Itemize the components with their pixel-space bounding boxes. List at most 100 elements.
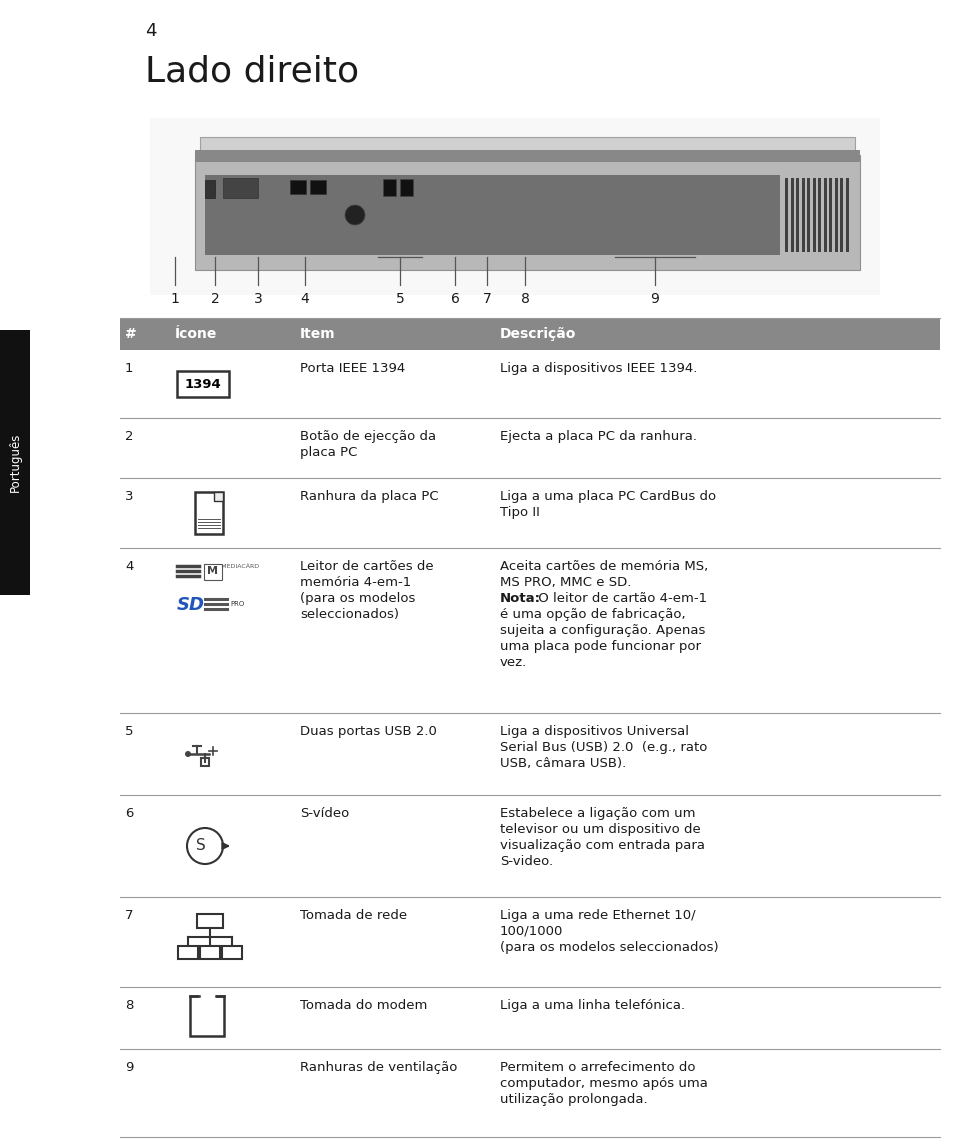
Text: 4: 4 [300,291,309,306]
Bar [807,178,810,251]
Bar [205,179,215,198]
Text: vez.: vez. [500,656,527,669]
Text: 8: 8 [520,291,529,306]
Bar [120,318,940,350]
Text: Liga a dispositivos IEEE 1394.: Liga a dispositivos IEEE 1394. [500,362,697,375]
Text: 5: 5 [125,725,133,738]
Text: Permitem o arrefecimento do: Permitem o arrefecimento do [500,1061,695,1074]
Text: Item: Item [300,327,336,341]
Text: 7: 7 [125,909,133,922]
Text: #: # [125,327,136,341]
Bar [195,150,860,162]
Bar [214,491,223,501]
Text: televisor ou um dispositivo de: televisor ou um dispositivo de [500,823,701,836]
Circle shape [187,828,223,864]
Bar [195,491,223,534]
Bar [178,946,198,959]
Bar [205,175,780,255]
Text: memória 4-em-1: memória 4-em-1 [300,576,411,589]
Bar [290,179,306,194]
Text: Estabelece a ligação com um: Estabelece a ligação com um [500,807,695,820]
Bar [796,178,799,251]
Text: Botão de ejecção da: Botão de ejecção da [300,430,436,443]
Text: MS PRO, MMC e SD.: MS PRO, MMC e SD. [500,576,632,589]
Text: 4: 4 [145,22,156,40]
Text: 7: 7 [483,291,492,306]
Bar [195,155,860,270]
Text: (para os modelos: (para os modelos [300,592,416,605]
Bar [818,178,821,251]
Text: seleccionados): seleccionados) [300,608,399,621]
Text: 6: 6 [450,291,460,306]
Text: Liga a uma placa PC CardBus do: Liga a uma placa PC CardBus do [500,490,716,503]
Bar [790,178,794,251]
Text: Tomada do modem: Tomada do modem [300,999,427,1012]
Bar [383,179,396,195]
Bar [824,178,827,251]
Bar [846,178,849,251]
Text: uma placa pode funcionar por: uma placa pode funcionar por [500,640,701,653]
Text: Duas portas USB 2.0: Duas portas USB 2.0 [300,725,437,738]
Bar [829,178,832,251]
Text: (para os modelos seleccionados): (para os modelos seleccionados) [500,941,719,954]
Text: M: M [207,566,219,576]
Text: 100/1000: 100/1000 [500,925,564,938]
Text: 1: 1 [125,362,133,375]
Text: 9: 9 [651,291,660,306]
Text: Ranhura da placa PC: Ranhura da placa PC [300,490,439,503]
Bar [222,946,242,959]
Text: Nota:: Nota: [500,592,541,605]
Text: O leitor de cartão 4-em-1: O leitor de cartão 4-em-1 [534,592,708,605]
Text: USB, câmara USB).: USB, câmara USB). [500,757,626,770]
Bar [199,996,215,1004]
Bar [400,179,413,195]
Text: 8: 8 [125,999,133,1012]
Text: PRO: PRO [230,601,244,607]
Circle shape [345,205,365,225]
Text: Liga a uma rede Ethernet 10/: Liga a uma rede Ethernet 10/ [500,909,696,922]
Text: Ranhuras de ventilação: Ranhuras de ventilação [300,1061,457,1074]
Bar [785,178,788,251]
Bar [812,178,815,251]
Text: 2: 2 [125,430,133,443]
Text: Português: Português [9,433,21,493]
Text: Ejecta a placa PC da ranhura.: Ejecta a placa PC da ranhura. [500,430,697,443]
Bar [840,178,843,251]
Bar [197,914,223,928]
Text: Leitor de cartões de: Leitor de cartões de [300,560,434,573]
Bar [204,563,222,580]
Text: S-video.: S-video. [500,855,553,868]
Text: Descrição: Descrição [500,327,576,341]
Text: Porta IEEE 1394: Porta IEEE 1394 [300,362,405,375]
Text: 3: 3 [125,490,133,503]
Text: visualização com entrada para: visualização com entrada para [500,839,705,852]
Text: 3: 3 [253,291,262,306]
Text: Liga a uma linha telefónica.: Liga a uma linha telefónica. [500,999,685,1012]
Text: Ícone: Ícone [175,327,217,341]
Text: Liga a dispositivos Universal: Liga a dispositivos Universal [500,725,689,738]
Text: utilização prolongada.: utilização prolongada. [500,1093,648,1106]
Text: 5: 5 [396,291,404,306]
Text: 6: 6 [125,807,133,820]
Text: 4: 4 [125,560,133,573]
Bar [223,178,258,198]
Text: 1394: 1394 [184,377,222,391]
Text: placa PC: placa PC [300,446,357,459]
Text: S-vídeo: S-vídeo [300,807,349,820]
Text: 9: 9 [125,1061,133,1074]
Circle shape [185,751,191,757]
Bar [0,330,30,596]
Bar [150,118,880,295]
Text: Serial Bus (USB) 2.0  (e.g., rato: Serial Bus (USB) 2.0 (e.g., rato [500,741,708,754]
Text: Aceita cartões de memória MS,: Aceita cartões de memória MS, [500,560,708,573]
Text: Lado direito: Lado direito [145,55,359,89]
Text: computador, mesmo após uma: computador, mesmo após uma [500,1077,708,1090]
Text: 2: 2 [210,291,220,306]
Bar [177,371,229,397]
Bar [200,137,855,159]
Bar [200,946,220,959]
Text: SD: SD [177,596,205,614]
Bar [310,179,326,194]
Text: Tomada de rede: Tomada de rede [300,909,407,922]
Bar [802,178,804,251]
